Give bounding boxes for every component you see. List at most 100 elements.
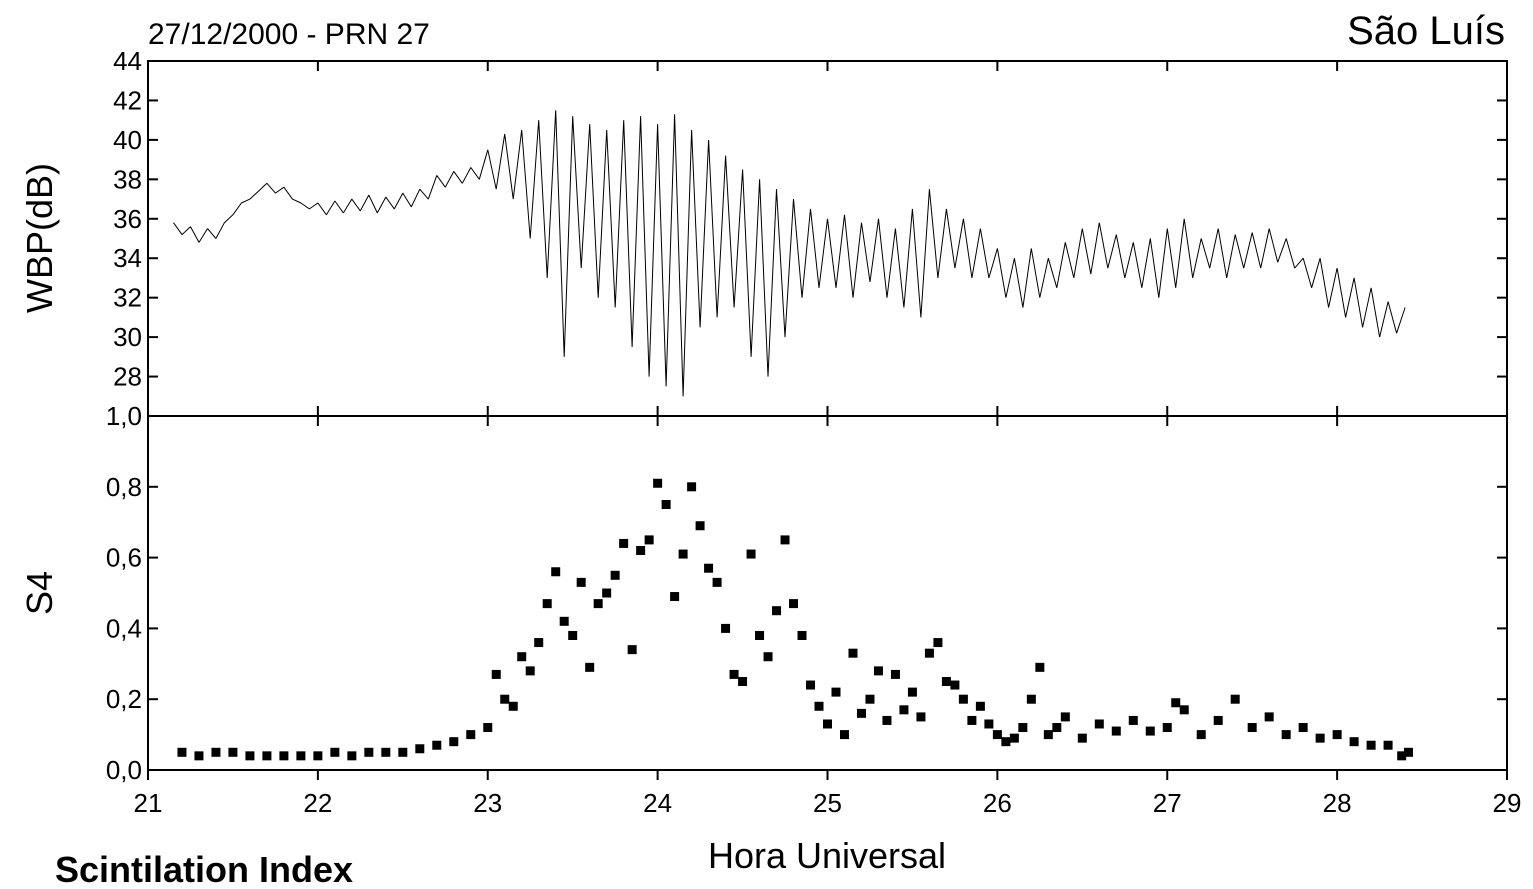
scatter-point <box>364 747 374 757</box>
scatter-point <box>1281 730 1291 740</box>
x-tick-label: 23 <box>473 788 502 818</box>
plot-frame <box>147 60 1508 417</box>
scatter-point <box>593 599 603 609</box>
scatter-point <box>653 478 663 488</box>
scatter-point <box>907 687 917 697</box>
scatter-point <box>1247 723 1257 733</box>
scatter-point <box>542 599 552 609</box>
scatter-point <box>924 648 934 658</box>
scatter-point <box>1094 719 1104 729</box>
scatter-point <box>958 694 968 704</box>
x-axis-label: Hora Universal <box>708 835 946 876</box>
scatter-point <box>695 521 705 531</box>
scatter-point <box>806 680 816 690</box>
x-tick-label: 28 <box>1323 788 1352 818</box>
x-tick-label: 22 <box>303 788 332 818</box>
scatter-point <box>687 482 697 492</box>
scatter-point <box>839 730 849 740</box>
scatter-point <box>1332 730 1342 740</box>
scatter-point <box>1196 730 1206 740</box>
scatter-point <box>975 701 985 711</box>
scatter-point <box>967 715 977 725</box>
scatter-point <box>721 623 731 633</box>
y-tick-label: 34 <box>113 243 142 273</box>
scatter-point <box>1128 715 1138 725</box>
scatter-point <box>1026 694 1036 704</box>
scatter-point <box>610 570 620 580</box>
scatter-point <box>585 662 595 672</box>
scatter-point <box>941 677 951 686</box>
scatter-point <box>729 669 739 679</box>
scatter-point <box>865 694 875 704</box>
scatter-point <box>772 606 782 616</box>
scatter-point <box>814 701 824 711</box>
scatter-point <box>1403 747 1413 757</box>
scatter-point <box>1366 740 1376 750</box>
scatter-point <box>661 500 671 509</box>
scatter-point <box>823 719 832 729</box>
scatter-point <box>738 677 748 686</box>
y-tick-label: 36 <box>113 204 142 234</box>
scatter-point <box>882 715 892 725</box>
scatter-point <box>500 694 510 704</box>
scatter-point <box>313 751 323 761</box>
scatter-point <box>712 577 722 587</box>
y-tick-label: 44 <box>113 46 142 76</box>
scatter-point <box>1349 737 1359 747</box>
y-axis-label: S4 <box>19 571 60 615</box>
scatter-point <box>873 666 883 676</box>
scatter-point <box>466 730 476 740</box>
scatter-point <box>1001 737 1011 747</box>
y-tick-label: 38 <box>113 164 142 194</box>
scatter-point <box>1315 733 1325 743</box>
scatter-point <box>1043 730 1053 740</box>
scatter-point <box>1162 723 1172 733</box>
y-tick-label: 0,4 <box>106 613 142 643</box>
scatter-point <box>670 592 680 602</box>
scatter-point <box>746 549 756 559</box>
scatter-point <box>755 630 765 640</box>
scatter-point <box>330 747 340 757</box>
scatter-point <box>602 588 612 598</box>
scatter-point <box>780 535 790 545</box>
y-tick-label: 42 <box>113 85 142 115</box>
y-tick-label: 40 <box>113 125 142 155</box>
scatter-point <box>950 680 960 690</box>
scatter-point <box>576 577 586 587</box>
scatter-point <box>194 751 204 761</box>
y-tick-label: 30 <box>113 322 142 352</box>
scatter-point <box>245 751 255 761</box>
scatter-point <box>1179 705 1189 715</box>
scatter-point <box>831 687 841 697</box>
y-tick-label: 1,0 <box>106 401 142 431</box>
scatter-point <box>1397 751 1407 761</box>
scatter-point <box>211 747 221 757</box>
scatter-point <box>1213 715 1223 725</box>
scatter-point <box>636 546 646 556</box>
scatter-point <box>415 744 425 754</box>
scatter-point <box>568 630 578 640</box>
chart-title: 27/12/2000 - PRN 27 <box>148 18 430 51</box>
y-tick-label: 0,0 <box>106 755 142 785</box>
scatter-point <box>789 599 799 609</box>
x-tick-label: 29 <box>1493 788 1522 818</box>
scatter-point <box>296 751 306 761</box>
scatter-point <box>899 705 909 715</box>
data-line <box>173 110 1406 397</box>
scatter-point <box>1145 726 1155 736</box>
scatter-point <box>491 669 501 679</box>
scatter-point <box>228 747 238 757</box>
scatter-point <box>517 652 527 662</box>
scatter-point <box>848 648 858 658</box>
scatter-point <box>1060 712 1070 722</box>
scatter-point <box>1077 733 1087 743</box>
scatter-point <box>1264 712 1274 722</box>
scatter-point <box>398 747 408 757</box>
scatter-point <box>347 751 357 761</box>
scatter-point <box>483 723 493 733</box>
scatter-point <box>619 538 629 548</box>
scatter-point <box>262 751 272 761</box>
scatter-point <box>449 737 459 747</box>
scatter-point <box>627 645 637 655</box>
